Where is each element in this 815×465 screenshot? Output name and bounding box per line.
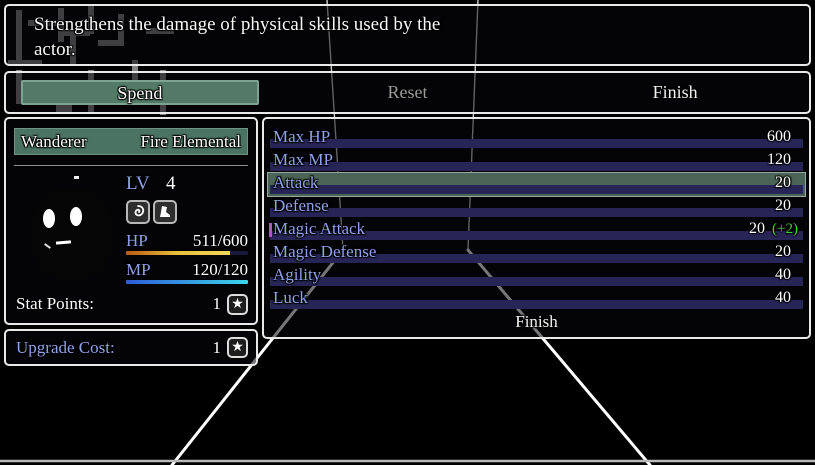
tab-spend-cell: Spend (6, 73, 274, 112)
finish-tab-button[interactable]: Finish (652, 82, 698, 102)
hp-bar (126, 251, 248, 255)
stat-row-magic-attack[interactable]: Magic Attack 20 (+2) (268, 219, 805, 242)
stat-row-agility[interactable]: Agility 40 (268, 265, 805, 288)
stat-row-magic-defense[interactable]: Magic Defense 20 (268, 242, 805, 265)
level-label: LV (126, 173, 150, 194)
stat-row-max-hp[interactable]: Max HP 600 (268, 127, 805, 150)
mp-gauge: MP 120/120 (126, 260, 248, 284)
stat-list-window: Max HP 600 Max MP 120 Attack 20 Defense … (262, 117, 811, 339)
command-bar: Spend Reset Finish (4, 71, 811, 114)
actor-name: Wanderer (21, 131, 87, 151)
mp-bar-fill (126, 280, 248, 284)
level-row: LV 4 (126, 173, 248, 197)
stat-row-attack[interactable]: Attack 20 (268, 173, 805, 196)
stat-row-defense[interactable]: Defense 20 (268, 196, 805, 219)
boot-status-icon (153, 200, 177, 224)
sprite-right-eye (70, 207, 82, 226)
stat-points-label: Stat Points: (16, 294, 94, 313)
stat-points-row: Stat Points: 1 ★ (16, 292, 248, 316)
status-icon-row (126, 200, 248, 226)
hp-value: 511/600 (192, 231, 248, 250)
hp-bar-fill (126, 251, 230, 255)
upgrade-cost-icon: ★ (227, 337, 248, 358)
actor-sprite (16, 175, 124, 295)
skill-description-text: Strengthens the damage of physical skill… (34, 14, 441, 60)
stat-rows: Max HP 600 Max MP 120 Attack 20 Defense … (268, 127, 805, 311)
description-window: Strengthens the damage of physical skill… (4, 4, 811, 66)
allocation-cursor (269, 223, 272, 237)
sprite-left-eye (43, 209, 55, 228)
hp-label: HP (126, 231, 148, 250)
stat-points-value: 1 (212, 294, 222, 313)
stat-row-max-mp[interactable]: Max MP 120 (268, 150, 805, 173)
upgrade-cost-label: Upgrade Cost: (16, 337, 115, 357)
mp-value: 120/120 (192, 260, 248, 279)
upgrade-cost-value: 1 (212, 337, 222, 357)
actor-info-window: Wanderer Fire Elemental LV 4 (4, 117, 258, 325)
finish-list-option[interactable]: Finish (515, 312, 558, 331)
level-value: 4 (166, 173, 176, 194)
actor-vitals: LV 4 HP 511/600 (126, 173, 248, 284)
stat-row-luck[interactable]: Luck 40 (268, 288, 805, 311)
header-divider (14, 165, 248, 166)
actor-header-bar: Wanderer Fire Elemental (14, 128, 248, 155)
hp-gauge: HP 511/600 (126, 231, 248, 255)
spend-tab-button[interactable]: Spend (20, 80, 259, 105)
actor-class: Fire Elemental (140, 131, 241, 151)
reset-tab-button[interactable]: Reset (387, 82, 428, 102)
mp-label: MP (126, 260, 151, 279)
shadow-creature-body (30, 189, 114, 281)
mp-bar (126, 280, 248, 284)
swirl-status-icon (126, 200, 150, 224)
stat-point-icon: ★ (227, 293, 248, 315)
upgrade-cost-window: Upgrade Cost: 1 ★ (4, 329, 258, 366)
